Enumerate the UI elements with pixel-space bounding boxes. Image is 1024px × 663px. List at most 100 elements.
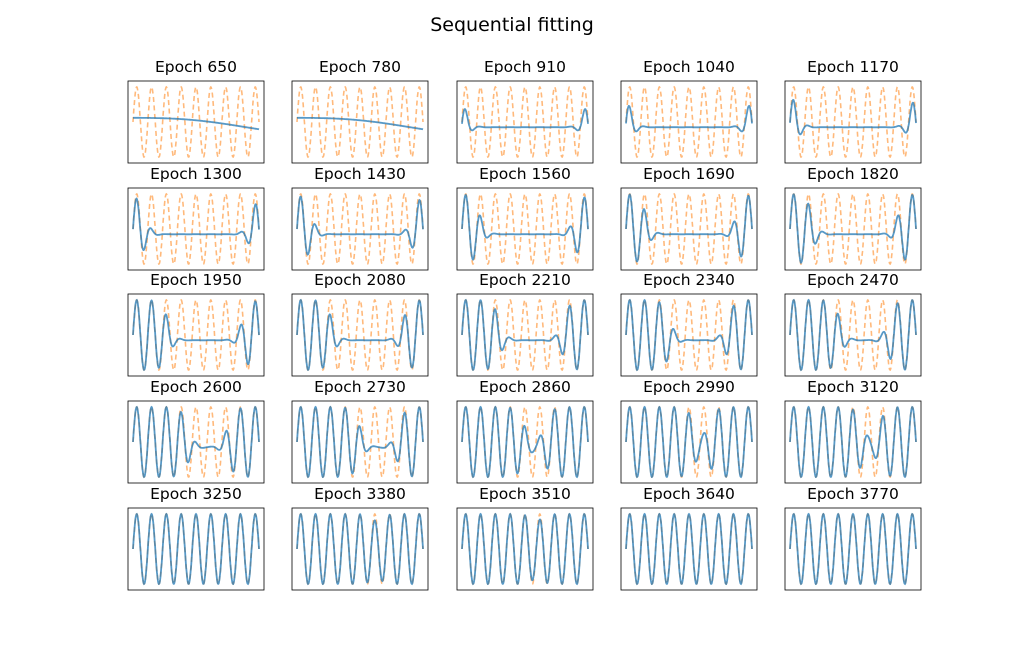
target-line — [789, 192, 917, 266]
subplot-title: Epoch 2600 — [150, 378, 242, 396]
axes-frame — [291, 400, 429, 484]
subplot-title: Epoch 1430 — [314, 165, 406, 183]
subplot: Epoch 3640 — [620, 485, 758, 591]
prediction-line — [461, 405, 589, 479]
prediction-line — [461, 193, 589, 261]
axes-frame — [784, 293, 922, 377]
axes-frame — [620, 80, 758, 164]
axes-frame — [291, 507, 429, 591]
prediction-line — [133, 116, 260, 131]
subplot: Epoch 650 — [127, 58, 265, 164]
axes-frame — [784, 187, 922, 271]
subplot-title: Epoch 1040 — [643, 58, 735, 76]
prediction-line — [132, 405, 260, 479]
target-line — [461, 512, 589, 586]
axes-frame — [456, 507, 594, 591]
target-line — [461, 405, 589, 479]
axes-frame — [620, 400, 758, 484]
subplot: Epoch 3250 — [127, 485, 265, 591]
prediction-line — [296, 512, 424, 586]
axes-frame — [784, 400, 922, 484]
prediction-line — [789, 405, 917, 479]
subplot: Epoch 3380 — [291, 485, 429, 591]
subplot-title: Epoch 1300 — [150, 165, 242, 183]
axes-frame — [127, 400, 265, 484]
target-line — [132, 85, 260, 159]
subplot-title: Epoch 2470 — [807, 271, 899, 289]
figure-title: Sequential fitting — [430, 14, 594, 36]
prediction-line — [132, 298, 260, 371]
prediction-line — [461, 298, 589, 371]
prediction-line — [132, 197, 260, 251]
subplot-title: Epoch 2210 — [479, 271, 571, 289]
axes-frame — [127, 80, 265, 164]
subplot-title: Epoch 1690 — [643, 165, 735, 183]
subplot: Epoch 3510 — [456, 485, 594, 591]
subplot: Epoch 2990 — [620, 378, 758, 484]
axes-frame — [291, 80, 429, 164]
prediction-line — [625, 512, 753, 586]
prediction-line — [625, 193, 753, 263]
subplot-title: Epoch 3250 — [150, 485, 242, 503]
subplot: Epoch 1430 — [291, 165, 429, 271]
subplot: Epoch 1170 — [784, 58, 922, 164]
prediction-line — [789, 98, 917, 136]
prediction-line — [297, 116, 424, 131]
subplot-title: Epoch 1560 — [479, 165, 571, 183]
subplot: Epoch 2860 — [456, 378, 594, 484]
axes-frame — [620, 293, 758, 377]
subplot-title: Epoch 3120 — [807, 378, 899, 396]
subplot-grid: Epoch 650 Epoch 780 Epoch 910 Epoch 1040 Epo… — [127, 58, 922, 591]
prediction-line — [296, 298, 424, 371]
target-line — [789, 298, 917, 372]
prediction-line — [789, 298, 917, 372]
axes-frame — [784, 507, 922, 591]
prediction-line — [132, 512, 260, 586]
target-line — [132, 192, 260, 266]
subplot-title: Epoch 1170 — [807, 58, 899, 76]
subplot-title: Epoch 910 — [484, 58, 566, 76]
target-line — [296, 192, 424, 266]
prediction-line — [789, 512, 917, 586]
subplot: Epoch 1950 — [127, 271, 265, 377]
subplot-title: Epoch 2340 — [643, 271, 735, 289]
axes-frame — [127, 507, 265, 591]
axes-frame — [456, 187, 594, 271]
prediction-line — [625, 298, 753, 372]
subplot: Epoch 2080 — [291, 271, 429, 377]
target-line — [789, 405, 917, 479]
target-line — [461, 192, 589, 266]
subplot: Epoch 1560 — [456, 165, 594, 271]
subplot: Epoch 1820 — [784, 165, 922, 271]
subplot: Epoch 2340 — [620, 271, 758, 377]
subplot: Epoch 2600 — [127, 378, 265, 484]
axes-frame — [620, 187, 758, 271]
target-line — [132, 298, 260, 372]
prediction-line — [461, 108, 589, 132]
axes-frame — [127, 293, 265, 377]
subplot: Epoch 1690 — [620, 165, 758, 271]
axes-frame — [784, 80, 922, 164]
target-line — [296, 512, 424, 586]
subplot-title: Epoch 2080 — [314, 271, 406, 289]
axes-frame — [456, 400, 594, 484]
axes-frame — [456, 293, 594, 377]
target-line — [625, 85, 753, 159]
axes-frame — [456, 80, 594, 164]
subplot-title: Epoch 3640 — [643, 485, 735, 503]
target-line — [132, 512, 260, 586]
subplot-title: Epoch 1950 — [150, 271, 242, 289]
target-line — [625, 192, 753, 266]
subplot: Epoch 2210 — [456, 271, 594, 377]
subplot: Epoch 910 — [456, 58, 594, 164]
target-line — [296, 298, 424, 372]
prediction-line — [625, 104, 753, 133]
target-line — [625, 512, 753, 586]
prediction-line — [461, 512, 589, 586]
subplot-title: Epoch 2730 — [314, 378, 406, 396]
subplot-title: Epoch 2860 — [479, 378, 571, 396]
target-line — [296, 85, 424, 159]
subplot: Epoch 3770 — [784, 485, 922, 591]
target-line — [461, 85, 589, 159]
